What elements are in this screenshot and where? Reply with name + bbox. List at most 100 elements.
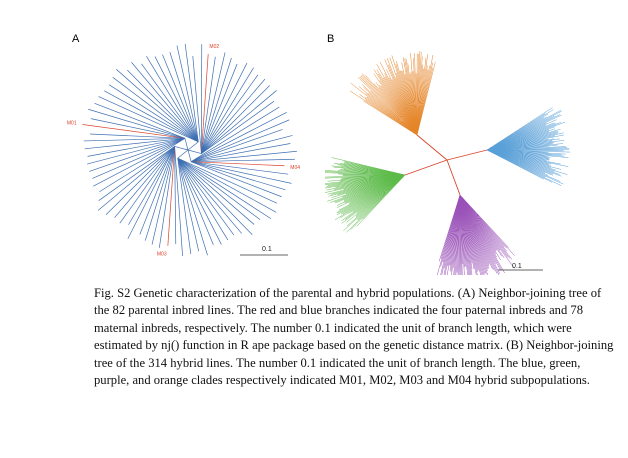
maternal-branch (192, 56, 202, 154)
maternal-branch (191, 158, 295, 163)
scale-a-label: 0.1 (262, 246, 272, 253)
maternal-branch (162, 54, 199, 142)
internal-branch (177, 149, 189, 159)
maternal-branch (174, 146, 183, 257)
maternal-branch (177, 157, 253, 235)
maternal-branch (184, 43, 199, 142)
backbone-branch (404, 159, 448, 176)
clade-m03-branch (438, 194, 461, 262)
internal-branch (187, 149, 192, 162)
maternal-branch (177, 157, 261, 220)
maternal-branch (201, 57, 232, 154)
paternal-tip-label: M03 (157, 252, 167, 258)
maternal-branch (190, 106, 280, 162)
maternal-branch (177, 157, 277, 204)
tree-b-hybrid-nj (325, 50, 570, 275)
maternal-branch (177, 157, 222, 245)
maternal-branch (201, 78, 266, 154)
maternal-branch (201, 100, 275, 154)
maternal-branch (154, 56, 199, 143)
maternal-branch (201, 62, 248, 154)
internal-branch (174, 146, 189, 151)
maternal-branch (119, 146, 175, 224)
maternal-branch (177, 158, 192, 255)
maternal-branch (190, 112, 287, 163)
maternal-branch (84, 137, 185, 150)
maternal-branch (191, 150, 297, 163)
clade-m01-branch (486, 149, 544, 180)
maternal-branch (104, 90, 199, 143)
maternal-branch (177, 157, 242, 234)
maternal-branch (86, 137, 185, 165)
maternal-branch (190, 129, 283, 163)
maternal-branch (114, 146, 175, 218)
maternal-branch (87, 137, 185, 157)
maternal-branch (127, 146, 175, 239)
maternal-branch (131, 61, 199, 143)
maternal-branch (99, 138, 186, 193)
maternal-branch (139, 146, 175, 235)
maternal-branch (201, 90, 277, 154)
maternal-branch (177, 157, 235, 236)
maternal-branch (105, 146, 175, 215)
maternal-branch (151, 146, 175, 245)
maternal-branch (177, 158, 200, 252)
maternal-branch (90, 133, 185, 139)
maternal-branch (97, 146, 175, 211)
maternal-branch (177, 157, 255, 225)
maternal-branch (177, 157, 277, 213)
maternal-branch (89, 137, 186, 172)
maternal-branch (191, 161, 286, 191)
maternal-branch (109, 84, 199, 143)
maternal-branch (191, 161, 292, 184)
paternal-branch (201, 53, 209, 154)
internal-branch (187, 149, 202, 154)
maternal-branch (128, 146, 175, 225)
maternal-branch (177, 158, 214, 246)
internal-branch (184, 138, 189, 151)
maternal-branch (92, 137, 186, 179)
paternal-branch (167, 146, 175, 246)
maternal-branch (144, 146, 175, 241)
maternal-branch (177, 158, 208, 256)
clade-m02-branch (331, 157, 406, 176)
figure-caption: Fig. S2 Genetic characterization of the … (94, 286, 614, 388)
maternal-branch (201, 52, 226, 154)
maternal-branch (190, 119, 290, 163)
maternal-branch (98, 96, 199, 143)
maternal-branch (90, 118, 185, 139)
paternal-tip-label: M01 (67, 121, 77, 127)
maternal-branch (174, 146, 177, 245)
panel-b-label: B (327, 33, 335, 45)
maternal-branch (176, 45, 199, 142)
tree-a-parental-nj: M02 M04 M03 M01 (67, 43, 300, 258)
maternal-branch (169, 52, 199, 142)
maternal-branch (116, 69, 199, 143)
backbone-branch (446, 159, 461, 196)
internal-branch (187, 141, 199, 151)
backbone-branch (416, 134, 448, 161)
maternal-branch (112, 77, 199, 143)
maternal-branch (93, 137, 186, 187)
panel-a-label: A (72, 33, 80, 45)
scale-b-label: 0.1 (512, 263, 522, 270)
maternal-branch (201, 63, 238, 154)
maternal-branch (201, 85, 270, 154)
maternal-branch (190, 161, 282, 198)
maternal-branch (94, 102, 186, 139)
maternal-branch (191, 135, 293, 163)
paternal-tip-label: M02 (209, 44, 219, 50)
maternal-branch (83, 137, 185, 142)
backbone-branch (446, 149, 488, 161)
maternal-branch (177, 157, 229, 241)
paternal-tip-label: M04 (290, 165, 300, 171)
maternal-branch (127, 69, 199, 143)
maternal-branch (177, 157, 272, 220)
paternal-branch (191, 161, 285, 167)
maternal-branch (201, 74, 259, 154)
maternal-branch (201, 56, 216, 154)
maternal-branch (158, 146, 175, 248)
maternal-branch (191, 161, 289, 175)
maternal-branch (88, 108, 185, 139)
paternal-branch (82, 124, 185, 139)
